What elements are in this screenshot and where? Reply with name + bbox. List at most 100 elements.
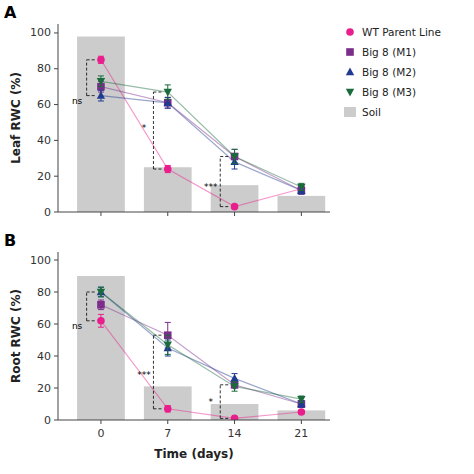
bar: [77, 37, 125, 212]
plot-area: [77, 276, 325, 420]
legend-marker: [346, 28, 354, 36]
legend: WT Parent LineBig 8 (M1)Big 8 (M2)Big 8 …: [344, 26, 441, 118]
y-tick-label: 60: [37, 98, 51, 111]
series-line: [101, 321, 301, 419]
point: [97, 78, 105, 86]
point: [164, 405, 172, 413]
x-tick: [100, 212, 101, 216]
y-axis-line: [58, 24, 59, 212]
annotations: ns****: [72, 96, 218, 192]
point: [298, 408, 306, 416]
x-tick-label: 7: [164, 427, 171, 440]
axes: 020406080100071421: [30, 252, 330, 440]
y-tick-label: 100: [30, 254, 51, 267]
legend-label: Big 8 (M2): [362, 66, 416, 78]
background: [0, 0, 474, 474]
error-bar: [165, 165, 171, 172]
point: [164, 165, 172, 173]
annotation: ***: [137, 370, 151, 380]
point: [231, 415, 239, 420]
panel: ns****020406080100Leaf RWC (%)AWT Parent…: [4, 3, 441, 219]
y-tick: [54, 356, 58, 357]
annotation: *: [208, 397, 213, 407]
y-tick: [54, 176, 58, 177]
x-tick-label: 14: [228, 427, 242, 440]
panel: ns****020406080100071421Root RWC (%)Time…: [4, 231, 330, 461]
point: [297, 184, 305, 192]
y-tick-label: 0: [44, 414, 51, 427]
point: [230, 153, 238, 161]
bar: [144, 386, 192, 420]
significance-bracket: [153, 92, 163, 169]
x-tick: [301, 212, 302, 216]
series-line: [101, 292, 301, 404]
legend-swatch: [344, 107, 356, 117]
y-tick: [54, 260, 58, 261]
y-tick: [54, 324, 58, 325]
point: [97, 289, 105, 297]
y-tick: [54, 292, 58, 293]
x-tick: [100, 420, 101, 424]
panel-label: A: [4, 3, 17, 22]
y-tick-label: 80: [37, 286, 51, 299]
y-tick-label: 80: [37, 62, 51, 75]
significance-bracket: [87, 292, 97, 321]
series-line: [101, 96, 301, 191]
error-bar: [98, 300, 104, 310]
y-tick-label: 40: [37, 134, 51, 147]
annotations: ns****: [72, 321, 214, 408]
y-axis-line: [58, 252, 59, 420]
legend-label: Soil: [362, 106, 381, 118]
series-line: [101, 87, 301, 191]
legend-label: WT Parent Line: [362, 26, 441, 38]
series-line: [101, 60, 301, 207]
x-tick: [234, 420, 235, 424]
series-line: [101, 292, 301, 399]
y-tick: [54, 388, 58, 389]
error-bar: [98, 56, 104, 63]
x-tick: [167, 420, 168, 424]
annotation: ns: [72, 321, 83, 331]
point: [164, 89, 172, 97]
y-tick-label: 20: [37, 170, 51, 183]
y-axis-label: Leaf RWC (%): [9, 72, 23, 164]
y-tick: [54, 68, 58, 69]
y-tick-label: 40: [37, 350, 51, 363]
point: [231, 153, 239, 161]
y-tick-label: 60: [37, 318, 51, 331]
y-tick-label: 20: [37, 382, 51, 395]
x-tick: [301, 420, 302, 424]
x-tick-label: 21: [294, 427, 308, 440]
legend-marker: [346, 48, 354, 56]
axes: 020406080100: [30, 24, 330, 219]
y-tick: [54, 140, 58, 141]
point: [97, 317, 105, 325]
point: [164, 98, 172, 106]
point: [297, 396, 305, 404]
legend-marker: [346, 68, 354, 76]
point: [230, 383, 238, 391]
bar: [77, 276, 125, 420]
series-line: [101, 81, 301, 187]
error-bar: [165, 406, 171, 412]
y-tick: [54, 212, 58, 213]
x-tick: [167, 212, 168, 216]
panel-label: B: [4, 231, 16, 250]
legend-marker: [346, 89, 354, 97]
y-tick: [54, 420, 58, 421]
point: [97, 301, 105, 309]
annotation: *: [142, 123, 147, 133]
point: [97, 56, 105, 64]
point: [230, 374, 238, 382]
y-tick-label: 0: [44, 206, 51, 219]
annotation: ***: [204, 182, 218, 192]
bar: [211, 185, 259, 212]
bar: [278, 196, 326, 212]
series-line: [101, 305, 301, 404]
y-tick: [54, 104, 58, 105]
significance-bracket: [153, 335, 163, 409]
x-axis-label: Time (days): [154, 447, 233, 461]
x-axis-line: [58, 420, 330, 421]
x-tick: [234, 212, 235, 216]
y-axis-label: Root RWC (%): [9, 289, 23, 383]
